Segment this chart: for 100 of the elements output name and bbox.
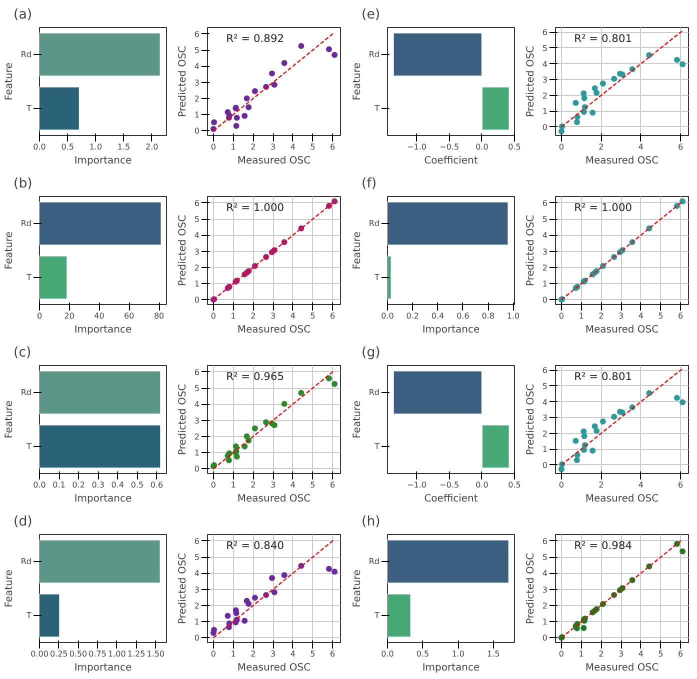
x-tick-label: 0	[558, 650, 564, 658]
y-tick-label: T	[26, 104, 32, 113]
annotation: R² = 0.801	[574, 32, 632, 45]
x-axis-title: Measured OSC	[237, 662, 311, 674]
y-tick-label: 2	[194, 94, 200, 104]
x-axis-title: Measured OSC	[585, 494, 659, 504]
y-tick-label: 1	[542, 107, 548, 116]
y-axis-title: Predicted OSC	[525, 46, 536, 118]
x-tick-label: 4	[290, 142, 296, 152]
y-tick-label: 2	[542, 91, 548, 100]
x-tick-label: 0.0	[33, 480, 46, 490]
y-tick-label: 0	[542, 122, 548, 132]
y-tick-label: T	[26, 442, 32, 451]
y-tick-label: 3	[194, 585, 200, 594]
x-tick-label: 6	[678, 650, 684, 658]
x-tick-label: 2	[250, 480, 256, 490]
x-tick-label: 1	[230, 312, 236, 320]
x-tick-label: 0	[558, 480, 564, 490]
x-tick-label: 20	[64, 312, 74, 320]
x-tick-label: 2.0	[146, 142, 158, 152]
x-tick-label: 0	[210, 480, 216, 490]
annotation: R² = 0.840	[226, 538, 284, 552]
y-tick-label: Rd	[20, 557, 32, 566]
chart-title: (g)	[362, 346, 380, 360]
y-tick-label: 6	[194, 368, 200, 377]
x-tick-label: 6	[330, 480, 336, 490]
x-tick-label: 0	[210, 312, 216, 320]
y-tick-label: 6	[542, 366, 548, 376]
x-tick-label: 4	[290, 312, 296, 320]
y-tick-label: 5	[542, 215, 548, 224]
x-tick-label: 0.4	[431, 312, 444, 320]
x-tick-label: 2	[250, 142, 256, 152]
y-tick-label: 5	[194, 384, 200, 394]
x-tick-label: 3	[270, 650, 276, 658]
x-tick-label: 6	[678, 480, 684, 490]
x-axis-title: Measured OSC	[237, 494, 311, 504]
y-tick-label: 2	[194, 263, 200, 272]
x-tick-label: 5	[658, 650, 664, 658]
x-tick-label: 1.0	[452, 650, 464, 658]
y-tick-label: 1	[542, 618, 548, 627]
x-tick-label: 80	[154, 312, 164, 320]
y-tick-label: 4	[194, 62, 200, 72]
x-tick-label: 1.5	[117, 142, 130, 152]
x-tick-label: 0.0	[381, 650, 394, 658]
x-axis-title: Coefficient	[424, 494, 478, 504]
chart-title: (f)	[362, 176, 377, 192]
x-tick-label: −1.0	[407, 480, 427, 490]
x-tick-label: 4	[290, 650, 296, 658]
x-tick-label: 4	[290, 480, 296, 490]
x-tick-label: 4	[638, 650, 644, 658]
y-axis-title: Feature	[4, 570, 15, 608]
x-tick-label: 5	[310, 312, 316, 320]
y-tick-label: 3	[194, 416, 200, 426]
y-tick-label: 1	[194, 110, 200, 120]
y-axis-title: Feature	[352, 232, 363, 270]
y-tick-label: 3	[542, 585, 548, 594]
y-tick-label: Rd	[20, 388, 32, 397]
x-tick-label: 0	[36, 312, 42, 320]
x-tick-label: 2	[598, 650, 604, 658]
y-tick-label: 0	[194, 464, 200, 474]
x-axis-title: Importance	[74, 494, 132, 504]
x-tick-label: 0.0	[476, 480, 488, 490]
y-tick-label: 4	[194, 231, 200, 240]
x-tick-label: 0.25	[50, 650, 68, 658]
x-tick-label: 1.0	[89, 142, 102, 152]
x-tick-label: 0.5	[416, 650, 430, 658]
x-tick-label: 4	[638, 312, 644, 320]
x-tick-label: 0.0	[381, 312, 394, 320]
x-axis-title: Importance	[74, 662, 132, 674]
y-tick-label: Rd	[20, 50, 32, 59]
y-axis-title: Predicted OSC	[525, 214, 536, 286]
x-tick-label: 5	[310, 480, 316, 490]
x-tick-label: 1	[230, 480, 236, 490]
x-tick-label: 0.2	[406, 312, 420, 320]
x-tick-label: 60	[124, 312, 134, 320]
y-tick-label: 3	[542, 247, 548, 256]
x-tick-label: 0.3	[92, 480, 104, 490]
y-tick-label: 2	[542, 601, 548, 610]
y-tick-label: 5	[542, 44, 548, 53]
x-tick-label: 0.4	[111, 480, 124, 490]
y-tick-label: 1	[542, 280, 548, 289]
y-tick-label: 5	[542, 553, 548, 562]
y-tick-label: Rd	[20, 219, 32, 228]
x-tick-label: 40	[94, 312, 104, 320]
y-tick-label: 6	[194, 536, 200, 546]
x-tick-label: 5	[658, 312, 664, 320]
x-tick-label: 0.8	[482, 312, 494, 320]
y-tick-label: 0	[542, 460, 548, 470]
x-tick-label: 0	[558, 312, 564, 320]
x-tick-label: 2	[598, 312, 604, 320]
x-tick-label: 3	[270, 142, 276, 152]
y-tick-label: 5	[542, 382, 548, 391]
y-tick-label: 1	[194, 618, 200, 627]
x-axis-title: Measured OSC	[237, 156, 311, 166]
x-tick-label: −0.5	[440, 142, 460, 152]
y-tick-label: 4	[542, 398, 548, 407]
y-tick-label: 3	[542, 414, 548, 423]
y-tick-label: 6	[194, 30, 200, 39]
chart-title: (h)	[362, 514, 380, 530]
chart-title: (e)	[362, 8, 380, 22]
